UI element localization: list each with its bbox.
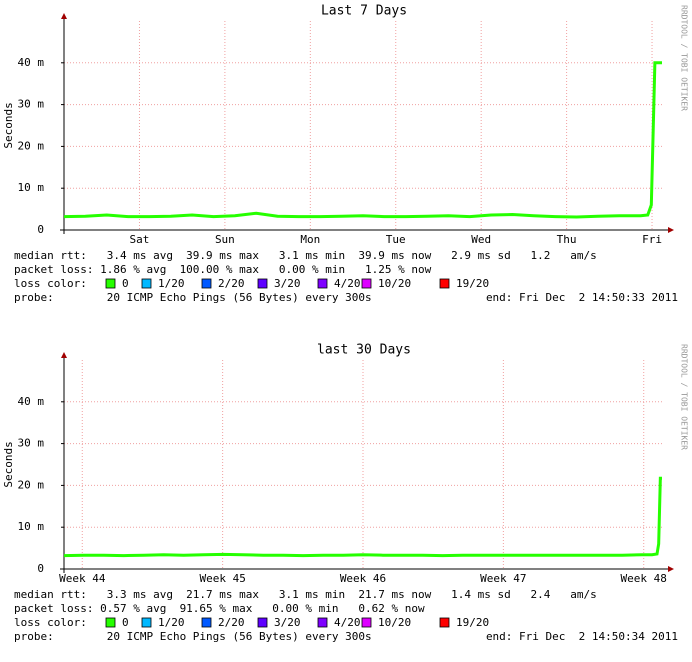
loss-swatch: [141, 278, 152, 289]
stats-row: packet loss: 1.86 % avg 100.00 % max 0.0…: [14, 263, 432, 276]
loss-label: loss color:: [14, 616, 87, 629]
loss-swatch-label: 1/20: [158, 616, 185, 629]
loss-swatch: [105, 617, 116, 628]
probe-row: probe: 20 ICMP Echo Pings (56 Bytes) eve…: [14, 291, 372, 304]
loss-swatch: [439, 278, 450, 289]
loss-swatch: [361, 278, 372, 289]
loss-swatch-label: 3/20: [274, 616, 301, 629]
chart-title: Last 7 Days: [321, 4, 407, 19]
x-tick-label: Week 45: [199, 572, 245, 585]
loss-swatch-label: 0: [122, 277, 129, 290]
loss-swatch: [141, 617, 152, 628]
y-tick-label: 0: [37, 223, 44, 236]
x-tick-label: Week 44: [59, 572, 106, 585]
loss-swatch-label: 2/20: [218, 277, 245, 290]
y-tick-label: 20 m: [18, 139, 45, 152]
loss-swatch: [257, 278, 268, 289]
loss-swatch: [257, 617, 268, 628]
x-tick-label: Wed: [471, 233, 491, 246]
y-tick-label: 40 m: [18, 395, 45, 408]
loss-swatch-label: 0: [122, 616, 129, 629]
loss-swatch-label: 3/20: [274, 277, 301, 290]
stats-row: median rtt: 3.4 ms avg 39.9 ms max 3.1 m…: [14, 249, 597, 262]
x-tick-label: Tue: [386, 233, 406, 246]
axis-arrow: [668, 227, 674, 233]
axis-arrow: [61, 13, 67, 19]
loss-swatch-label: 10/20: [378, 277, 411, 290]
loss-swatch: [361, 617, 372, 628]
x-tick-label: Sat: [130, 233, 150, 246]
loss-swatch: [439, 617, 450, 628]
end-time: end: Fri Dec 2 14:50:33 2011: [486, 291, 678, 304]
median-line: [63, 61, 662, 219]
y-tick-label: 0: [37, 562, 44, 575]
y-tick-label: 10 m: [18, 520, 45, 533]
end-time: end: Fri Dec 2 14:50:34 2011: [486, 630, 678, 643]
chart-title: last 30 Days: [317, 343, 411, 358]
loss-swatch-label: 19/20: [456, 277, 489, 290]
loss-swatch-label: 2/20: [218, 616, 245, 629]
x-tick-label: Sun: [215, 233, 235, 246]
loss-swatch-label: 10/20: [378, 616, 411, 629]
axis-arrow: [668, 566, 674, 572]
loss-swatch-label: 19/20: [456, 616, 489, 629]
stats-row: packet loss: 0.57 % avg 91.65 % max 0.00…: [14, 602, 425, 615]
x-tick-label: Fri: [642, 233, 662, 246]
watermark: RRDTOOL / TOBI OETIKER: [680, 344, 689, 450]
y-tick-label: 40 m: [18, 56, 45, 69]
loss-swatch-label: 1/20: [158, 277, 185, 290]
loss-swatch: [317, 278, 328, 289]
loss-swatch: [317, 617, 328, 628]
x-tick-label: Mon: [300, 233, 320, 246]
y-tick-label: 10 m: [18, 181, 45, 194]
y-tick-label: 30 m: [18, 98, 45, 111]
x-tick-label: Week 48: [621, 572, 667, 585]
y-tick-label: 30 m: [18, 437, 45, 450]
x-tick-label: Week 47: [480, 572, 526, 585]
y-axis-label: Seconds: [2, 441, 15, 487]
loss-swatch-label: 4/20: [334, 616, 361, 629]
loss-swatch: [201, 278, 212, 289]
x-tick-label: Week 46: [340, 572, 386, 585]
stats-row: median rtt: 3.3 ms avg 21.7 ms max 3.1 m…: [14, 588, 597, 601]
loss-swatch-label: 4/20: [334, 277, 361, 290]
probe-row: probe: 20 ICMP Echo Pings (56 Bytes) eve…: [14, 630, 372, 643]
x-tick-label: Thu: [557, 233, 577, 246]
loss-label: loss color:: [14, 277, 87, 290]
loss-swatch: [105, 278, 116, 289]
median-line: [63, 476, 662, 558]
loss-swatch: [201, 617, 212, 628]
y-axis-label: Seconds: [2, 102, 15, 148]
y-tick-label: 20 m: [18, 478, 45, 491]
watermark: RRDTOOL / TOBI OETIKER: [680, 5, 689, 111]
axis-arrow: [61, 352, 67, 358]
